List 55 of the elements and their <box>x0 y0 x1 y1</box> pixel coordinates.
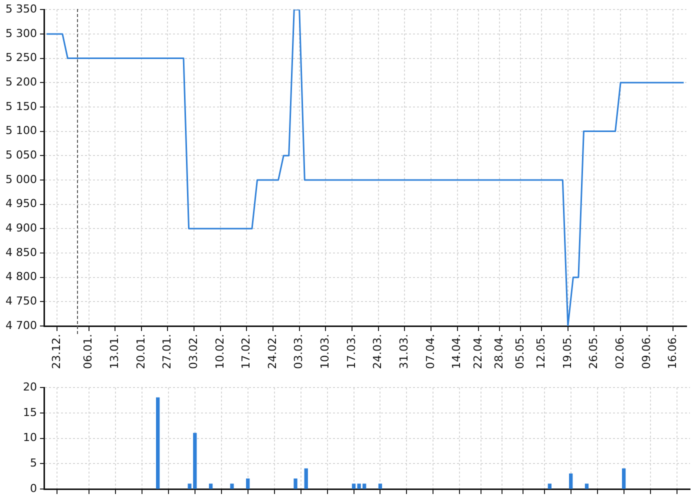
x-tick-label: 28.04. <box>492 334 506 370</box>
y-tick-label: 4 800 <box>6 270 37 284</box>
y-tick-label: 0 <box>30 482 37 495</box>
y-tick-label: 4 950 <box>6 197 37 210</box>
y-tick-label: 5 <box>30 456 37 470</box>
bar <box>294 478 298 489</box>
x-tick-label: 20.01. <box>134 334 148 370</box>
x-tick-label: 17.02. <box>240 334 253 370</box>
bar <box>569 473 573 489</box>
y-tick-label: 4 700 <box>6 318 37 332</box>
x-tick-label: 27.01. <box>160 334 174 370</box>
x-tick-label: 13.01. <box>108 334 121 370</box>
x-tick-label: 22.04. <box>471 334 484 370</box>
bar <box>208 484 213 489</box>
y-tick-label: 5 150 <box>6 100 37 113</box>
x-tick-label: 19.05. <box>560 334 574 370</box>
y-tick-label: 10 <box>23 431 37 444</box>
bar <box>304 468 308 489</box>
x-tick-label: 05.05. <box>513 334 526 370</box>
x-tick-label: 10.03. <box>318 334 332 370</box>
bar <box>584 484 589 489</box>
y-tick-label: 5 050 <box>6 148 37 162</box>
x-tick-label: 12.05. <box>534 334 548 370</box>
y-tick-label: 5 350 <box>6 2 37 16</box>
x-tick-label: 07.04. <box>424 334 437 370</box>
x-tick-label: 06.01. <box>82 334 95 370</box>
y-tick-label: 5 000 <box>6 172 37 186</box>
x-tick-label: 14.04. <box>450 334 464 370</box>
y-tick-label: 5 250 <box>6 51 37 64</box>
y-tick-label: 20 <box>23 380 37 394</box>
x-tick-label: 17.03. <box>344 334 358 370</box>
x-tick-label: 16.06. <box>666 334 680 370</box>
bar <box>548 484 552 489</box>
x-tick-label: 24.02. <box>266 334 279 370</box>
x-tick-label: 10.02. <box>213 334 226 370</box>
x-tick-label: 03.03. <box>292 334 306 370</box>
y-tick-label: 15 <box>23 406 37 419</box>
y-tick-label: 4 900 <box>6 222 37 235</box>
x-tick-label: 31.03. <box>398 334 411 370</box>
y-tick-label: 5 300 <box>6 26 37 40</box>
bar <box>230 484 234 489</box>
x-tick-label: 09.06. <box>640 334 653 370</box>
x-tick-label: 26.05. <box>587 334 600 370</box>
bar <box>246 478 250 489</box>
x-tick-label: 02.06. <box>613 334 626 370</box>
x-tick-label: 24.03. <box>371 334 384 370</box>
x-tick-label: 23.12. <box>50 334 64 370</box>
x-tick-label: 03.02. <box>186 334 200 370</box>
y-tick-label: 5 100 <box>6 124 37 138</box>
y-tick-label: 4 750 <box>6 294 37 308</box>
bar <box>622 468 626 489</box>
y-tick-label: 4 850 <box>6 246 37 259</box>
y-tick-label: 5 200 <box>6 75 37 88</box>
bar <box>156 397 160 489</box>
bar <box>378 484 382 489</box>
